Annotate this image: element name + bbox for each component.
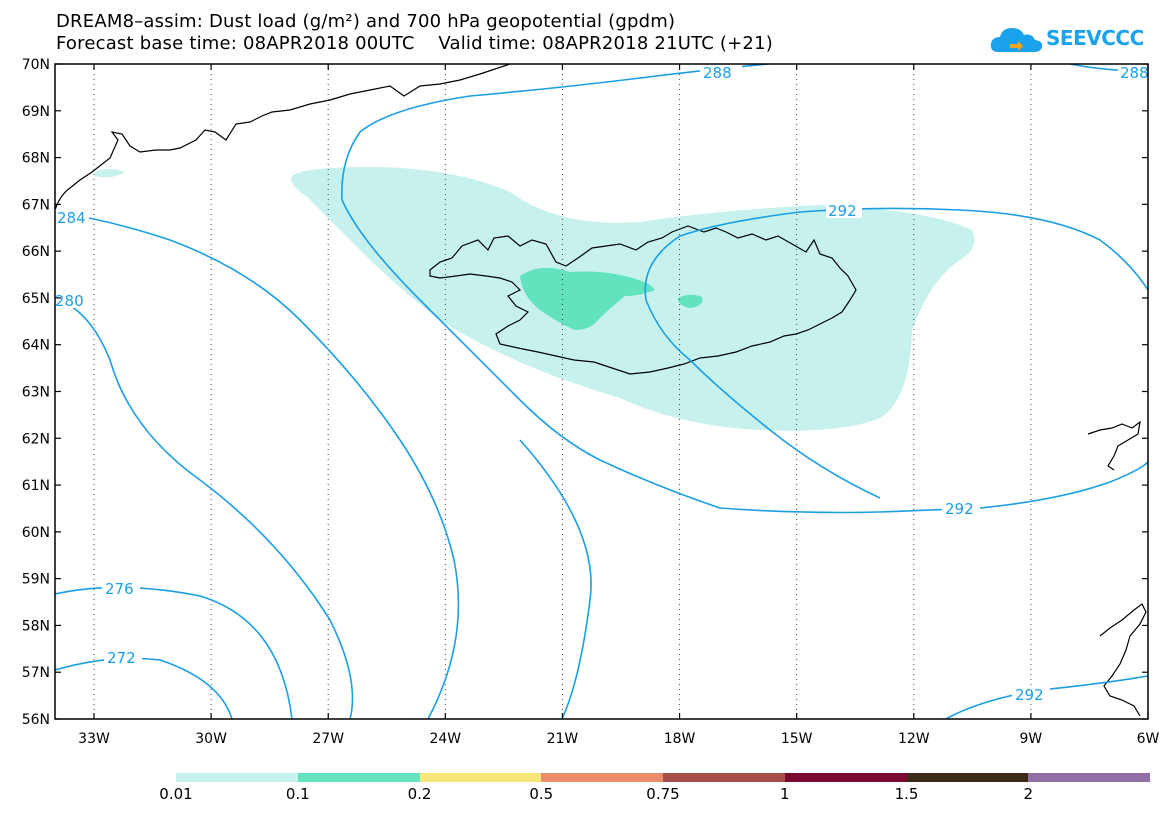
- colorbar-label: 2: [1023, 785, 1034, 803]
- latitude-label: 61N: [22, 478, 50, 494]
- latitude-label: 58N: [22, 618, 50, 634]
- latitude-label: 69N: [22, 104, 50, 120]
- contour-label: 288: [1120, 64, 1149, 82]
- colorbar-label: 0.01: [159, 785, 193, 803]
- latitude-label: 67N: [22, 197, 50, 213]
- contour-292: [644, 207, 1148, 499]
- contour-284: [55, 211, 460, 719]
- contour-label: 292: [1015, 686, 1044, 704]
- faroe-coast: [1087, 420, 1141, 471]
- longitude-label: 33W: [78, 731, 110, 747]
- cloud-icon: [990, 28, 1043, 52]
- contour-label: 284: [57, 209, 86, 227]
- contour-label: 280: [55, 292, 84, 310]
- contour-eastern: [519, 439, 592, 719]
- colorbar-label: 1.5: [894, 785, 919, 803]
- longitude-label: 24W: [429, 731, 461, 747]
- dust-area-low-small: [95, 169, 125, 178]
- colorbar-label: 1: [779, 785, 790, 803]
- scotland-coast: [1099, 603, 1147, 717]
- greenland-coast: [55, 64, 511, 211]
- colorbar-segment: [176, 773, 298, 782]
- contour-292-west: [341, 199, 1148, 514]
- colorbar-label: 0.5: [529, 785, 554, 803]
- coastlines: [55, 64, 1147, 717]
- longitude-label: 12W: [898, 731, 930, 747]
- latitude-label: 66N: [22, 244, 50, 260]
- latitude-label: 60N: [22, 525, 50, 541]
- dust-area-mid: [520, 267, 655, 330]
- map-title: DREAM8–assim: Dust load (g/m²) and 700 h…: [56, 11, 676, 32]
- latitude-label: 59N: [22, 572, 50, 588]
- colorbar-segment: [541, 773, 663, 782]
- colorbar-segment: [419, 773, 542, 782]
- longitude-label: 6W: [1137, 731, 1160, 747]
- colorbar-label: 0.2: [407, 785, 432, 803]
- longitude-label: 30W: [195, 731, 227, 747]
- latitude-label: 63N: [22, 385, 50, 401]
- latitude-labels: 70N 69N 68N 67N 66N 65N 64N 63N 62N 61N 60N 59N 58N 5…: [22, 57, 50, 728]
- contour-label: 272: [107, 649, 136, 667]
- longitude-label: 15W: [781, 731, 813, 747]
- latitude-label: 65N: [22, 291, 50, 307]
- graticule: [93, 64, 1032, 719]
- longitude-labels: 33W 30W 27W 24W 21W 18W 15W 12W 9W 6W: [78, 731, 1159, 747]
- latitude-label: 62N: [22, 431, 50, 447]
- colorbar-segment: [1028, 773, 1150, 782]
- seevccc-logo: SEEVCCC: [988, 22, 1144, 58]
- colorbar-segment: [297, 773, 420, 782]
- longitude-label: 9W: [1020, 731, 1043, 747]
- dust-area-low: [291, 166, 975, 431]
- longitude-label: 21W: [547, 731, 579, 747]
- colorbar-segment: [906, 773, 1029, 782]
- latitude-label: 68N: [22, 151, 50, 167]
- contour-label: 276: [105, 580, 134, 598]
- logo-text: SEEVCCC: [1046, 26, 1144, 50]
- colorbar-label: 0.75: [646, 785, 680, 803]
- geopotential-contours: [55, 64, 1148, 719]
- contour-label: 292: [945, 500, 974, 518]
- colorbar: [176, 773, 1150, 782]
- dust-area-mid-east: [678, 294, 703, 308]
- longitude-label: 18W: [664, 731, 696, 747]
- map-subtitle: Forecast base time: 08APR2018 00UTC Vali…: [56, 33, 773, 54]
- latitude-label: 56N: [22, 712, 50, 728]
- colorbar-segment: [663, 773, 785, 782]
- longitude-label: 27W: [312, 731, 344, 747]
- contour-label: 288: [703, 64, 732, 82]
- latitude-label: 57N: [22, 665, 50, 681]
- colorbar-segment: [784, 773, 907, 782]
- iceland-coast: [429, 225, 857, 375]
- contour-labels: 288 288 284 292 280 292 276 272 292: [55, 64, 1149, 704]
- latitude-label: 64N: [22, 338, 50, 354]
- contour-276: [55, 586, 293, 719]
- map-plot-area: 288 288 284 292 280 292 276 272 292: [55, 64, 1149, 719]
- contour-label: 292: [828, 202, 857, 220]
- contour-272: [55, 657, 233, 719]
- latitude-label: 70N: [22, 57, 50, 73]
- contour-280: [55, 297, 354, 719]
- colorbar-label: 0.1: [285, 785, 310, 803]
- contour-288: [341, 64, 777, 201]
- axis-ticks: [55, 63, 1149, 720]
